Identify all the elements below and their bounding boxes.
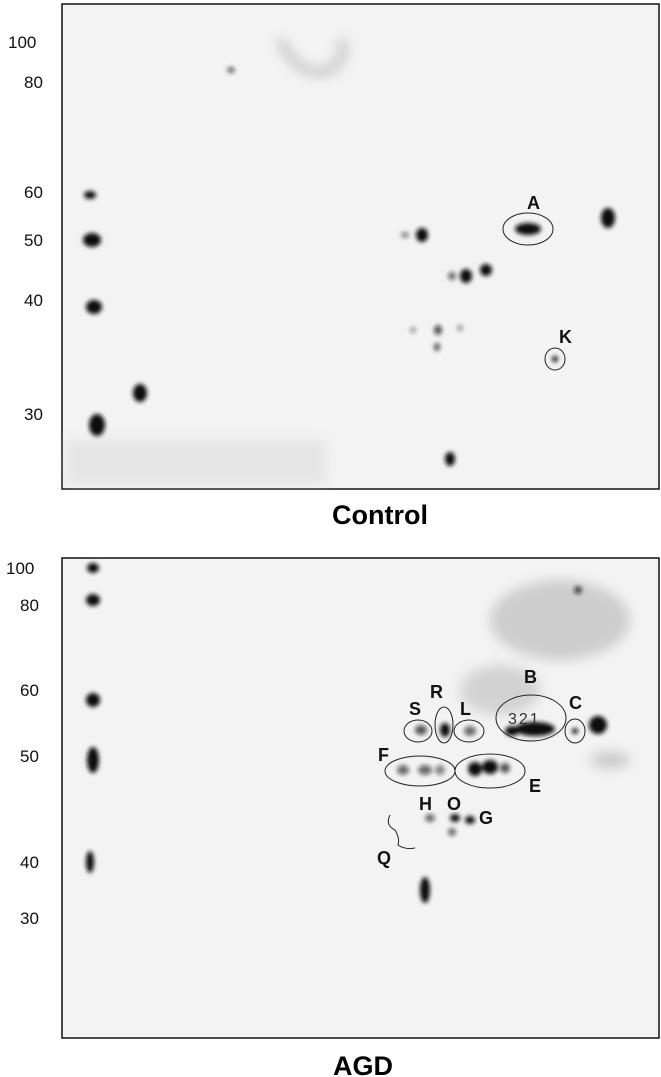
smear [460, 580, 630, 768]
marker-label: 60 [20, 681, 39, 700]
spot-label: H [419, 794, 432, 814]
marker-label: 100 [6, 559, 34, 578]
spot-label: G [479, 808, 493, 828]
spot-label: L [460, 699, 471, 719]
marker-label: 100 [8, 33, 36, 52]
spot-ring [544, 347, 566, 371]
spot-label: C [569, 693, 582, 713]
marker-label: 30 [24, 405, 43, 424]
spot-label: O [447, 794, 461, 814]
marker-label: 80 [24, 73, 43, 92]
marker-label: 50 [20, 747, 39, 766]
gel-frame [61, 3, 660, 490]
spot-label: K [559, 327, 572, 347]
spot-ring [564, 718, 586, 744]
gel-panel-agd: 100 80 60 50 40 30 B 321 C S R L F E H O… [6, 557, 660, 1077]
marker-label: 30 [20, 909, 39, 928]
spot-ring [495, 694, 567, 742]
spot-label: R [430, 682, 443, 702]
spot-label: E [529, 776, 541, 796]
panel-caption: AGD [333, 1051, 393, 1077]
spots [86, 563, 607, 903]
spot-sublabel: 321 [508, 711, 541, 728]
spot-label: F [378, 745, 389, 765]
spot-label: Q [377, 848, 391, 868]
spot-label: S [409, 699, 421, 719]
spot-ring [453, 719, 485, 743]
marker-label: 40 [24, 291, 43, 310]
bracket [387, 814, 416, 850]
smear [66, 37, 348, 485]
marker-label: 60 [24, 183, 43, 202]
gel-panel-control: 100 80 60 50 40 30 A K Control [8, 3, 660, 530]
spot-ring [502, 212, 554, 246]
spots [83, 67, 615, 466]
spot-ring [454, 753, 526, 789]
marker-label: 40 [20, 853, 39, 872]
spot-ring [403, 719, 433, 743]
marker-label: 50 [24, 231, 43, 250]
marker-label: 80 [20, 596, 39, 615]
spot-label: A [527, 193, 540, 213]
spot-ring [434, 706, 454, 744]
panel-caption: Control [332, 500, 428, 530]
spot-label: B [524, 667, 537, 687]
